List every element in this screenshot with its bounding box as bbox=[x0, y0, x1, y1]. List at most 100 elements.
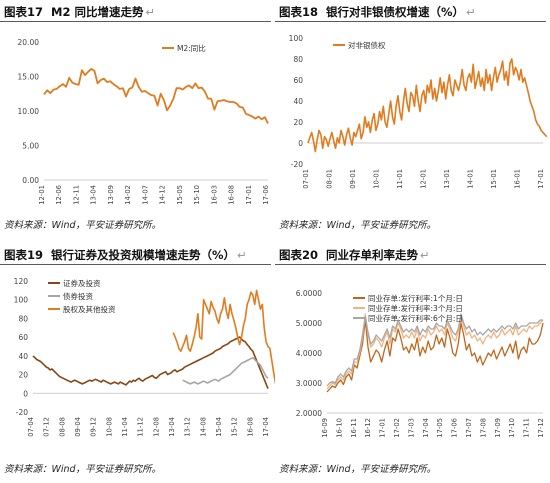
x-tick-label: 17-01 bbox=[537, 169, 545, 189]
y-tick-label: -20 bbox=[16, 408, 28, 417]
series-line bbox=[43, 68, 269, 124]
chart-panel-18: 图表18 银行对非银债权增速（%） ↵ -20 0 20 40 60 80 100 07-01 0… bbox=[275, 0, 550, 240]
x-tick-label: 07-04 bbox=[27, 417, 35, 437]
x-tick-label: 16-03 bbox=[210, 185, 218, 205]
legend-label: 证券及投资 bbox=[63, 278, 101, 288]
legend-label: 股权及其他投资 bbox=[63, 304, 116, 314]
x-tick-label: 14-01 bbox=[467, 169, 475, 189]
x-tick-label: 15-05 bbox=[176, 185, 184, 205]
x-tick-label: 17-09 bbox=[494, 418, 502, 438]
y-tick-label: 20 bbox=[18, 371, 28, 380]
x-tick-label: 11-12 bbox=[137, 417, 145, 437]
return-mark-icon: ↵ bbox=[420, 248, 430, 262]
panel-header: 图表18 银行对非银债权增速（%） ↵ bbox=[275, 0, 546, 22]
x-tick-label: 13-04 bbox=[90, 185, 98, 205]
y-tick-label: 5.00 bbox=[22, 142, 39, 151]
y-tick-label: 80 bbox=[18, 314, 28, 323]
x-tick-label: 07-12 bbox=[43, 417, 51, 437]
source-note: 资料来源：Wind，平安证券研究所。 bbox=[4, 220, 162, 231]
series-line bbox=[326, 313, 543, 387]
x-tick-label: 14-07 bbox=[141, 185, 149, 205]
figure-title: 同业存单利率走势 bbox=[326, 248, 419, 262]
x-tick-label: 17-10 bbox=[508, 418, 516, 438]
series-line bbox=[32, 336, 269, 389]
x-tick-label: 17-05 bbox=[436, 418, 444, 438]
x-tick-label: 17-02 bbox=[393, 418, 401, 438]
x-tick-label: 13-04 bbox=[168, 417, 176, 437]
panel-header: 图表17 M2 同比增速走势 ↵ bbox=[0, 0, 271, 22]
legend-label: 债券投资 bbox=[63, 291, 93, 301]
y-tick-label: 60 bbox=[293, 76, 303, 85]
y-tick-label: 40 bbox=[18, 352, 28, 361]
series-line bbox=[326, 319, 544, 393]
chart-panel-19: 图表19 银行证券及投资规模增速走势（%） ↵ -20 0 20 40 60 80 100 12… bbox=[0, 243, 275, 483]
figure-number: 图表19 bbox=[4, 248, 44, 262]
figure-number: 图表20 bbox=[279, 248, 319, 262]
y-tick-label: 5.0000 bbox=[296, 319, 322, 328]
series-line bbox=[182, 356, 269, 385]
source-note: 资料来源：Wind，平安证券研究所。 bbox=[4, 464, 162, 475]
y-tick-label: 40 bbox=[293, 97, 303, 106]
chart-panel-20: 图表20 同业存单利率走势 ↵ 2.0000 3.0000 4.0000 5.0000 6… bbox=[275, 243, 550, 483]
x-tick-label: 09-12 bbox=[90, 417, 98, 437]
legend-label: 同业存单:发行利率:6个月:日 bbox=[368, 313, 463, 323]
x-tick-label: 12-01 bbox=[38, 185, 46, 205]
x-tick-label: 13-01 bbox=[443, 169, 451, 189]
y-tick-label: 120 bbox=[14, 277, 29, 286]
panel-header: 图表20 同业存单利率走势 ↵ bbox=[275, 243, 546, 265]
x-tick-label: 17-08 bbox=[479, 418, 487, 438]
y-tick-label: 100 bbox=[289, 34, 304, 43]
x-tick-label: 16-12 bbox=[364, 418, 372, 438]
x-tick-label: 16-08 bbox=[246, 417, 254, 437]
x-tick-label: 12-06 bbox=[55, 185, 63, 205]
source-note: 资料来源：Wind，平安证券研究所。 bbox=[279, 464, 437, 475]
line-chart: -20 0 20 40 60 80 100 07-01 08-01 09-01 10-01 11-01… bbox=[289, 34, 548, 189]
line-chart: 2.0000 3.0000 4.0000 5.0000 6.0000 16-09 16-10… bbox=[296, 289, 545, 438]
figure-title: 银行证券及投资规模增速走势（%） bbox=[51, 248, 236, 262]
figure-number: 图表18 bbox=[279, 5, 319, 19]
x-tick-label: 15-04 bbox=[215, 417, 223, 437]
y-tick-label: -20 bbox=[291, 160, 303, 169]
x-tick-label: 17-06 bbox=[262, 185, 270, 205]
legend-label: 同业存单:发行利率:1个月:日 bbox=[368, 293, 463, 303]
series-line bbox=[172, 289, 275, 385]
legend-label: M2:同比 bbox=[177, 43, 206, 53]
line-chart: -20 0 20 40 60 80 100 120 07-04 07-12 08-08 09-04 09… bbox=[14, 277, 275, 437]
x-tick-label: 17-01 bbox=[379, 418, 387, 438]
line-chart: 0.00 5.00 10.00 15.00 20.00 12-01 12-06 12-11 13… bbox=[18, 38, 270, 205]
return-mark-icon: ↵ bbox=[145, 5, 156, 19]
x-tick-label: 10-08 bbox=[105, 417, 113, 437]
figure-title: 银行对非银债权增速（%） bbox=[326, 5, 465, 19]
x-tick-label: 17-07 bbox=[465, 418, 473, 438]
x-tick-label: 17-12 bbox=[537, 418, 545, 438]
return-mark-icon: ↵ bbox=[237, 248, 247, 262]
x-tick-label: 13-09 bbox=[107, 185, 115, 205]
y-tick-label: 0 bbox=[298, 139, 303, 148]
x-tick-label: 11-01 bbox=[396, 169, 404, 189]
y-tick-label: 20 bbox=[293, 118, 303, 127]
x-tick-label: 16-09 bbox=[321, 418, 329, 438]
x-tick-label: 17-04 bbox=[262, 417, 270, 437]
x-tick-label: 12-11 bbox=[72, 185, 80, 205]
x-tick-label: 14-12 bbox=[159, 185, 167, 205]
y-tick-label: 2.0000 bbox=[296, 409, 322, 418]
x-tick-label: 16-11 bbox=[350, 418, 358, 438]
x-tick-label: 16-01 bbox=[514, 169, 522, 189]
y-tick-label: 0.00 bbox=[22, 176, 39, 185]
chart-panel-17: 图表17 M2 同比增速走势 ↵ 0.00 5.00 10.00 15.00 20.00 1… bbox=[0, 0, 275, 240]
y-tick-label: 10.00 bbox=[18, 107, 40, 116]
y-tick-label: 20.00 bbox=[18, 38, 40, 47]
series-line bbox=[307, 58, 548, 153]
x-tick-label: 09-04 bbox=[74, 417, 82, 437]
x-tick-label: 07-01 bbox=[302, 169, 310, 189]
y-tick-label: 100 bbox=[14, 296, 29, 305]
x-tick-label: 17-03 bbox=[407, 418, 415, 438]
x-tick-label: 15-12 bbox=[231, 417, 239, 437]
figure-number: 图表17 bbox=[4, 5, 44, 19]
y-tick-label: 15.00 bbox=[18, 73, 40, 82]
x-tick-label: 13-12 bbox=[184, 417, 192, 437]
x-tick-label: 12-01 bbox=[420, 169, 428, 189]
x-tick-label: 09-01 bbox=[349, 169, 357, 189]
x-tick-label: 15-10 bbox=[193, 185, 201, 205]
figure-title: M2 同比增速走势 bbox=[51, 5, 144, 19]
